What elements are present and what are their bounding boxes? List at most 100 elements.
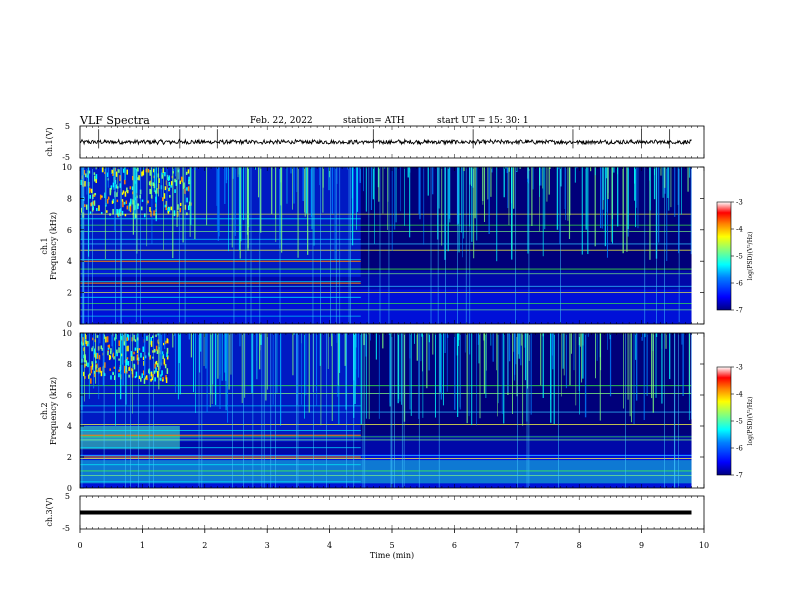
spectrogram-burst-cell — [116, 349, 118, 354]
spectrogram-burst-cell — [144, 355, 147, 359]
spectrogram-burst-cell — [133, 334, 135, 341]
spectrogram-burst-cell — [165, 200, 168, 207]
spectrogram-burst-cell — [95, 174, 98, 180]
spectrogram-burst-cell — [152, 335, 154, 338]
spectrogram-burst-cell — [142, 370, 145, 376]
spectrogram-burst-cell — [133, 351, 135, 355]
spectrogram-burst-cell — [89, 373, 91, 376]
spectrogram-burst-cell — [118, 340, 120, 347]
spectrogram-burst-cell — [107, 347, 110, 350]
spectrogram-burst-cell — [85, 339, 87, 342]
spectrogram-burst-cell — [84, 181, 86, 187]
spectrogram-burst-cell — [100, 371, 103, 377]
spectrogram-burst-cell — [109, 188, 112, 194]
spectrogram-burst-cell — [112, 171, 114, 176]
spectrogram-burst-cell — [126, 337, 129, 342]
spectrogram-burst-cell — [121, 353, 123, 357]
spectrogram-burst-cell — [121, 210, 124, 216]
spectrogram-burst-cell — [118, 213, 120, 217]
spectrogram-burst-cell — [141, 171, 143, 177]
spectrogram-burst-cell — [141, 206, 143, 211]
spectrogram-burst-cell — [134, 347, 137, 351]
spectrogram-burst-cell — [106, 336, 109, 343]
ch1-ylabel-frequency: Frequency (kHz) — [49, 212, 58, 280]
spectrogram-burst-cell — [187, 186, 190, 192]
spectrogram-burst-cell — [170, 184, 172, 188]
spectrogram-burst-cell — [186, 187, 188, 191]
ch2-colorbar: -3 -4 -5 -6 -7 log(PSD)(V²/Hz) — [716, 364, 754, 480]
spectrogram-burst-cell — [138, 375, 141, 380]
spectrogram-burst-cell — [164, 340, 167, 345]
y-tick-label: 10 — [62, 329, 72, 338]
y-tick-label: 8 — [67, 360, 72, 369]
spectrogram-burst-cell — [164, 171, 166, 177]
spectrogram-burst-cell — [168, 187, 171, 190]
spectrogram-burst-cell — [155, 345, 158, 351]
station-label: station= ATH — [343, 116, 405, 126]
spectrogram-burst-cell — [101, 195, 103, 198]
y-tick-label: 6 — [67, 226, 72, 235]
spectrogram-burst-cell — [106, 172, 109, 178]
x-tick-label: 6 — [452, 541, 457, 550]
ch1-ytick-bottom: -5 — [62, 153, 70, 162]
spectrogram-burst-cell — [93, 348, 96, 355]
spectrogram-burst-cell — [109, 351, 112, 355]
date-label: Feb. 22, 2022 — [250, 116, 313, 126]
spectrogram-burst-cell — [96, 363, 98, 368]
spectrogram-burst-cell — [109, 368, 111, 371]
spectrogram-burst-cell — [146, 377, 148, 381]
spectrogram-burst-cell — [102, 167, 104, 173]
spectrogram-burst-cell — [96, 369, 98, 372]
x-tick-label: 8 — [577, 541, 582, 550]
spectrogram-burst-cell — [116, 209, 118, 215]
ch1-colorbar-gradient — [716, 201, 732, 311]
spectrogram-burst-cell — [92, 337, 94, 341]
spectrogram-burst-cell — [124, 191, 127, 197]
spectrogram-no-data — [691, 167, 704, 324]
spectrogram-burst-cell — [94, 353, 96, 358]
spectrogram-burst-cell — [101, 347, 104, 351]
colorbar-tick-label: -6 — [736, 445, 743, 453]
spectrogram-burst-cell — [116, 352, 118, 357]
spectrogram-burst-cell — [112, 352, 115, 358]
spectrogram-burst-cell — [168, 175, 170, 180]
spectrogram-burst-cell — [112, 208, 114, 215]
spectrogram-burst-cell — [115, 333, 117, 340]
spectrogram-burst-cell — [161, 197, 164, 202]
y-tick-label: 6 — [67, 391, 72, 400]
spectrogram-burst-cell — [91, 362, 94, 368]
spectrogram-burst-cell — [93, 373, 96, 378]
spectrogram-burst-cell — [164, 186, 167, 191]
spectrogram-burst-cell — [113, 375, 116, 381]
spectrogram-burst-cell — [149, 180, 152, 187]
x-tick-label: 1 — [140, 541, 145, 550]
spectrogram-burst-cell — [130, 351, 133, 357]
spectrogram-burst-cell — [157, 333, 160, 336]
spectrogram-burst-cell — [160, 374, 162, 377]
spectrogram-burst-cell — [88, 170, 91, 174]
spectrogram-burst-cell — [153, 210, 155, 216]
spectrogram-burst-cell — [138, 175, 140, 181]
spectrogram-burst-cell — [154, 363, 156, 369]
spectrogram-burst-cell — [155, 360, 158, 365]
spectrogram-burst-cell — [126, 190, 129, 194]
spectrogram-burst-cell — [100, 212, 103, 215]
colorbar-tick-label: -5 — [736, 418, 743, 426]
spectrogram-burst-cell — [90, 378, 92, 384]
spectrogram-burst-cell — [127, 334, 130, 341]
spectrogram-burst-cell — [84, 333, 87, 340]
spectrogram-burst-cell — [165, 377, 168, 384]
spectrogram-burst-cell — [155, 367, 157, 373]
spectrogram-burst-cell — [163, 193, 166, 199]
spectrogram-burst-cell — [87, 340, 89, 345]
spectrogram-burst-cell — [168, 181, 171, 186]
spectrogram-burst-cell — [126, 359, 128, 365]
spectrogram-burst-cell — [110, 185, 113, 190]
x-tick-label: 9 — [639, 541, 644, 550]
spectrogram-burst-cell — [98, 355, 101, 360]
spectrogram-burst-cell — [127, 360, 130, 366]
spectrogram-burst-cell — [124, 179, 126, 185]
spectrogram-burst-cell — [121, 192, 124, 195]
ch1-ylabel: ch.1(V) — [45, 127, 54, 156]
spectrogram-burst-cell — [166, 355, 169, 360]
